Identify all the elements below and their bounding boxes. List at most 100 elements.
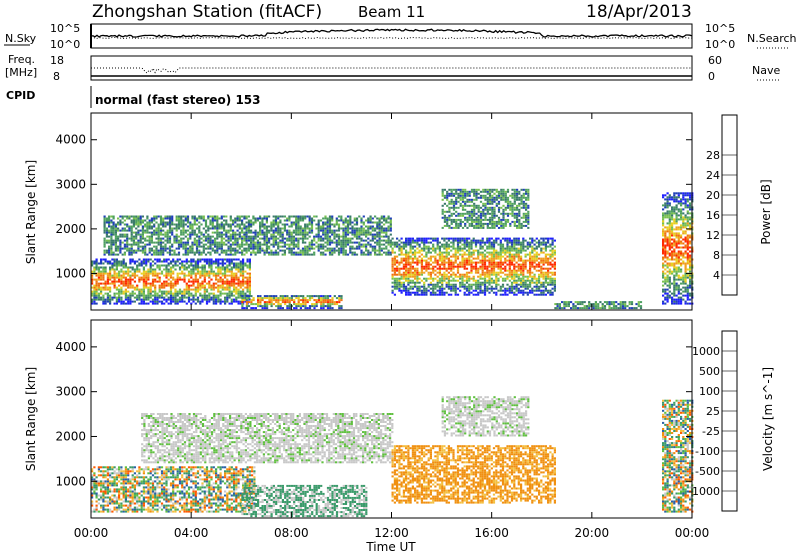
heatmap-cell — [224, 280, 227, 283]
heatmap-cell — [374, 221, 377, 224]
heatmap-cell — [239, 280, 242, 283]
heatmap-cell — [391, 281, 394, 284]
heatmap-cell — [499, 255, 502, 258]
heatmap-cell — [194, 260, 197, 263]
heatmap-cell — [103, 243, 106, 246]
heatmap-cell — [423, 291, 426, 294]
heatmap-cell — [241, 237, 244, 240]
heatmap-cell — [310, 243, 314, 246]
heatmap-cell — [274, 243, 277, 246]
heatmap-cell — [533, 275, 536, 278]
heatmap-cell — [450, 194, 453, 197]
heatmap-cell — [270, 297, 273, 300]
heatmap-cell — [184, 253, 187, 256]
heatmap-cell — [551, 249, 554, 252]
heatmap-cell — [226, 266, 229, 269]
heatmap-cell — [477, 210, 480, 213]
heatmap-cell — [245, 243, 248, 246]
heatmap-cell — [533, 247, 536, 250]
heatmap-cell — [137, 231, 140, 234]
heatmap-cell — [159, 233, 163, 236]
heatmap-cell — [155, 233, 158, 236]
heatmap-cell — [441, 283, 444, 286]
heatmap-cell — [109, 274, 112, 277]
heatmap-cell — [477, 281, 480, 284]
heatmap-cell — [123, 239, 126, 242]
heatmap-cell — [254, 247, 257, 250]
heatmap-cell — [252, 251, 255, 254]
heatmap-cell — [506, 247, 509, 250]
heatmap-cell — [241, 299, 244, 302]
heatmap-cell — [414, 277, 417, 280]
heatmap-cell — [517, 243, 520, 246]
heatmap-cell — [230, 302, 233, 305]
heatmap-cell — [344, 245, 347, 248]
heatmap-cell — [132, 243, 135, 246]
heatmap-cell — [322, 229, 325, 232]
heatmap-cell — [297, 237, 300, 240]
heatmap-cell — [214, 227, 217, 230]
heatmap-cell — [171, 253, 174, 256]
heatmap-cell — [510, 253, 514, 256]
heatmap-cell — [115, 268, 118, 271]
heatmap-cell — [461, 239, 464, 242]
heatmap-cell — [454, 253, 457, 256]
heatmap-cell — [473, 206, 476, 209]
heatmap-cell — [198, 251, 201, 254]
heatmap-cell — [156, 298, 159, 301]
heatmap-cell — [135, 215, 138, 218]
heatmap-cell — [209, 247, 212, 250]
heatmap-cell — [295, 225, 298, 228]
heatmap-cell — [153, 245, 156, 248]
heatmap-cell — [470, 243, 473, 246]
heatmap-cell — [499, 285, 502, 288]
heatmap-cell — [481, 269, 484, 272]
heatmap-cell — [425, 241, 428, 244]
heatmap-cell — [418, 237, 421, 240]
heatmap-cell — [459, 249, 462, 252]
heatmap-cell — [472, 239, 475, 242]
heatmap-cell — [147, 288, 150, 291]
heatmap-cell — [416, 277, 419, 280]
heatmap-cell — [299, 253, 302, 256]
heatmap-cell — [374, 235, 377, 238]
heatmap-cell — [263, 237, 266, 240]
heatmap-cell — [517, 237, 520, 240]
heatmap-cell — [481, 237, 484, 240]
heatmap-cell — [274, 229, 277, 232]
heatmap-cell — [355, 229, 359, 232]
heatmap-cell — [259, 225, 262, 228]
heatmap-cell — [137, 225, 140, 228]
heatmap-cell — [243, 237, 246, 240]
heatmap-cell — [470, 259, 473, 262]
heatmap-cell — [132, 225, 135, 228]
heatmap-cell — [473, 220, 476, 223]
heatmap-cell — [434, 277, 437, 280]
heatmap-cell — [172, 286, 175, 289]
heatmap-cell — [402, 265, 405, 268]
heatmap-cell — [109, 260, 112, 263]
heatmap-cell — [250, 239, 253, 242]
heatmap-cell — [477, 275, 480, 278]
heatmap-cell — [483, 285, 487, 288]
heatmap-cell — [113, 284, 116, 287]
heatmap-cell — [463, 285, 466, 288]
heatmap-cell — [468, 293, 471, 296]
heatmap-cell — [259, 233, 262, 236]
heatmap-cell — [402, 285, 405, 288]
heatmap-cell — [102, 282, 105, 285]
heatmap-cell — [160, 302, 164, 305]
heatmap-cell — [236, 233, 239, 236]
heatmap-cell — [468, 192, 471, 195]
heatmap-cell — [127, 296, 130, 299]
heatmap-cell — [219, 298, 222, 301]
heatmap-cell — [425, 239, 428, 242]
heatmap-cell — [551, 281, 554, 284]
heatmap-cell — [259, 229, 262, 232]
heatmap-cell — [254, 303, 257, 306]
heatmap-cell — [450, 218, 453, 221]
heatmap-cell — [110, 251, 113, 254]
heatmap-cell — [142, 278, 145, 281]
heatmap-cell — [279, 245, 282, 248]
heatmap-cell — [234, 249, 237, 252]
